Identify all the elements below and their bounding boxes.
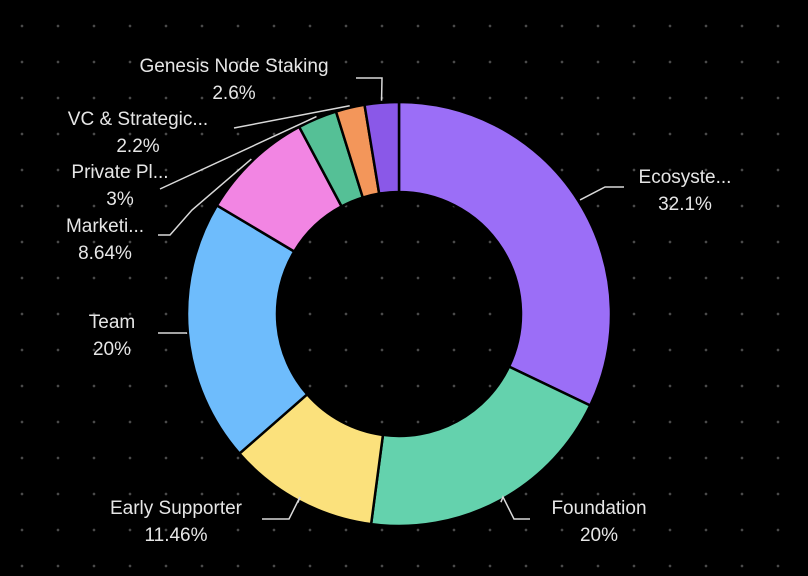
leader-line-marketi [158,158,252,236]
slice-value-private-pl: 3% [106,189,134,210]
slice-value-marketi: 8.64% [78,243,132,264]
leader-line-genesis-node-staking [356,77,383,101]
leader-line-foundation [500,495,530,520]
slice-label-ecosyste: Ecosyste... [639,167,732,188]
slice-label-vc-strategic: VC & Strategic... [68,109,208,130]
leader-line-vc-strategic [233,105,350,129]
slice-team[interactable] [185,204,309,455]
slice-value-team: 20% [93,339,131,360]
slice-value-foundation: 20% [580,525,618,546]
slice-label-genesis-node-staking: Genesis Node Staking [139,56,328,77]
slices-layer [185,100,613,528]
slice-value-genesis-node-staking: 2.6% [212,83,255,104]
slice-genesis-node-staking[interactable] [363,100,401,195]
leader-lines-layer [158,77,624,520]
slice-label-team: Team [89,312,135,333]
slice-label-early-supporter: Early Supporter [110,498,243,519]
slice-label-marketi: Marketi... [66,216,144,237]
slice-foundation[interactable] [369,365,592,528]
leader-line-early-supporter [262,496,301,520]
slice-value-ecosyste: 32.1% [658,194,712,215]
leader-line-private-pl [159,115,317,190]
slice-value-early-supporter: 11.46% [144,525,207,546]
slice-ecosyste[interactable] [397,100,613,407]
slice-label-private-pl: Private Pl... [71,162,168,183]
leader-line-ecosyste [579,186,624,201]
slice-value-vc-strategic: 2.2% [116,136,159,157]
slice-label-foundation: Foundation [551,498,646,519]
labels-layer: Ecosyste... 32.1% Foundation 20% Early Suppo… [66,56,732,546]
